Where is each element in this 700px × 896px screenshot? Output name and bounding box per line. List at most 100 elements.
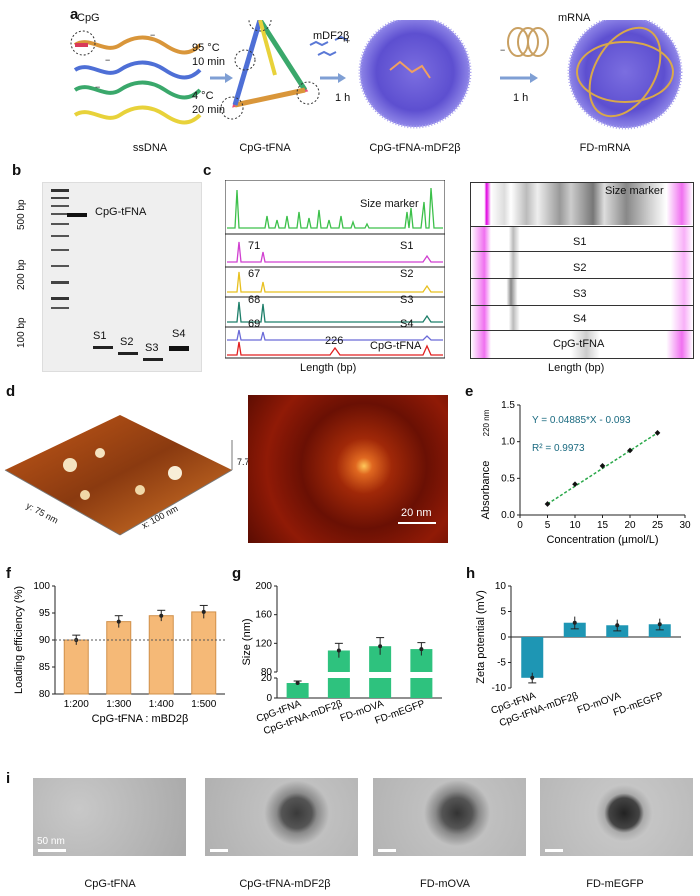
panel-label-i: i <box>6 770 11 787</box>
e-xlabel: Concentration (µmol/L) <box>546 534 658 546</box>
h-ytick-label: 5 <box>500 607 506 618</box>
g-point <box>378 644 383 649</box>
h-ylabel: Zeta potential (mV) <box>475 590 487 684</box>
panel-label-e: e <box>465 383 474 400</box>
f-ytick-label: 85 <box>39 662 51 673</box>
h-ytick-label: 0 <box>500 632 506 643</box>
gel-lane-cpg-tfna: CpG-tFNA <box>553 338 605 350</box>
g-ytick-label: 0 <box>266 693 272 704</box>
tem-caption-2: CpG-tFNA-mDF2β <box>239 878 331 890</box>
g-point <box>295 681 300 685</box>
f-xtick-label: 1:300 <box>106 699 131 710</box>
g-bar-upper <box>410 649 433 672</box>
trace-s4 <box>227 329 443 341</box>
g-point <box>336 648 341 653</box>
e-r2: R² = 0.9973 <box>532 443 585 454</box>
gel-lane-s1: S1 <box>573 236 587 248</box>
tem-scale-text: 50 nm <box>37 836 65 847</box>
step1-time: 10 min <box>192 56 226 68</box>
f-bar <box>191 611 217 695</box>
trace-label-cpg-tfna: CpG-tFNA <box>370 340 422 352</box>
f-point <box>201 609 206 614</box>
h-point <box>615 623 620 628</box>
panel-label-d: d <box>6 383 16 400</box>
afm-scale-text: 20 nm <box>401 507 432 519</box>
caption-ssdna: ssDNA <box>132 142 168 154</box>
charge-minus-1: − <box>150 30 156 40</box>
chart-e: 0 5 10 15 20 25 30 0.0 0.5 1.0 1.5 Y = 0.04885*X - … <box>480 400 691 546</box>
g-ytick-label: 200 <box>255 581 272 592</box>
caption-cpg-tfna-mdf2b: CpG-tFNA-mDF2β <box>369 142 461 154</box>
trace-label-s1: S1 <box>400 240 414 252</box>
gel-marker-label: Size marker <box>605 185 664 197</box>
gel-label-cpg-tfna: CpG-tFNA <box>95 206 147 218</box>
caption-cpg-tfna: CpG-tFNA <box>239 142 291 154</box>
g-bar <box>286 683 309 698</box>
tfna-tetrahedron <box>220 20 320 120</box>
peak-226: 226 <box>325 335 344 347</box>
f-xtick-label: 1:200 <box>64 699 89 710</box>
trace-s2 <box>227 271 443 293</box>
trace-marker <box>227 187 443 229</box>
c-xlabel: Length (bp) <box>300 362 357 374</box>
e-point <box>599 463 606 469</box>
gel-lane-s4: S4 <box>573 313 587 325</box>
g-bar-upper <box>327 650 350 672</box>
trace-label-s3: S3 <box>400 294 414 306</box>
e-xtick-label: 10 <box>569 520 581 531</box>
e-point <box>572 481 578 488</box>
gel-lane-s2: S2 <box>573 262 587 274</box>
h-point <box>657 622 662 627</box>
g-ytick-label: 160 <box>255 610 272 621</box>
gel-band-s4 <box>169 346 189 351</box>
tem-fd-megfp <box>540 778 693 856</box>
step1-temp: 95 °C <box>192 42 220 54</box>
g-ytick-label: 120 <box>255 638 272 649</box>
peak-67: 67 <box>248 268 261 280</box>
gel-band-s2 <box>118 352 138 355</box>
afm-2d-image: 20 nm <box>248 395 448 543</box>
tem-caption-1: CpG-tFNA <box>84 878 136 890</box>
g-bar-upper <box>369 646 392 672</box>
step2-time: 20 min <box>192 104 226 116</box>
f-point <box>159 613 164 618</box>
caption-fd-mrna: FD-mRNA <box>579 142 631 154</box>
panel-label-h: h <box>466 565 476 582</box>
gel-band-cpg-tfna <box>67 213 87 217</box>
charge-plus-1: + <box>345 36 351 46</box>
ladder-200: 200 bp <box>16 259 27 290</box>
lane-s2: S2 <box>120 336 134 348</box>
f-point <box>116 619 121 624</box>
panel-label-f: f <box>6 565 11 582</box>
h-bar <box>521 637 544 678</box>
f-xtick-label: 1:500 <box>191 699 216 710</box>
marker-label: Size marker <box>360 198 419 210</box>
trace-label-s4: S4 <box>400 318 414 330</box>
g-bar-lower <box>410 678 433 698</box>
f-xtick-label: 1:400 <box>149 699 174 710</box>
chart-h: 1050-5-10CpG-tFNACpG-tFNA-mDF2βFD-mOVAFD… <box>475 581 681 729</box>
virtual-gel <box>470 182 694 359</box>
f-ytick-label: 80 <box>39 689 51 700</box>
lane-s1: S1 <box>93 330 107 342</box>
tem-fd-mova <box>373 778 526 856</box>
cpg-highlight-circle <box>70 30 96 56</box>
ssdna-strands <box>70 30 202 125</box>
charge-minus-4: − <box>500 45 506 55</box>
panel-label-a: a <box>70 6 79 23</box>
step2-temp: 4 °C <box>192 90 214 102</box>
lane-s3: S3 <box>145 342 159 354</box>
tem-caption-4: FD-mEGFP <box>586 878 644 890</box>
e-ytick-label: 0.5 <box>501 473 515 484</box>
e-xtick-label: 25 <box>652 520 664 531</box>
f-bar <box>148 615 174 695</box>
gel-xlabel: Length (bp) <box>548 362 605 374</box>
nanoparticle-1 <box>360 20 470 127</box>
ssdna-strand-1 <box>73 35 202 55</box>
e-xtick-label: 20 <box>624 520 636 531</box>
lane-s4: S4 <box>172 328 186 340</box>
tem-scale-bar <box>38 849 66 852</box>
ssdna-strand-3 <box>73 80 202 100</box>
e-ytick-label: 1.0 <box>501 437 515 448</box>
chart-g: 02080120160200CpG-tFNACpG-tFNA-mDF2βFD-m… <box>241 581 442 737</box>
